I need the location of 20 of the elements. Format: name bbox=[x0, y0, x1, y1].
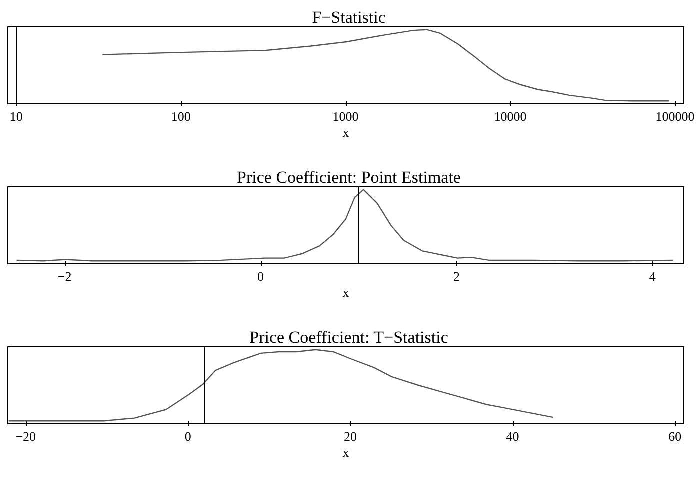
chart-title: Price Coefficient: T−Statistic bbox=[250, 328, 449, 347]
x-tick-label: 20 bbox=[344, 429, 357, 444]
x-tick-label: 10000 bbox=[494, 109, 527, 124]
x-tick-label: 1000 bbox=[332, 109, 359, 124]
x-tick-label: −20 bbox=[16, 429, 36, 444]
x-tick-label: 60 bbox=[668, 429, 682, 444]
chart-title: Price Coefficient: Point Estimate bbox=[237, 168, 461, 187]
x-axis-title: x bbox=[342, 125, 350, 140]
x-tick-label: 100000 bbox=[656, 109, 695, 124]
x-tick-label: 4 bbox=[649, 269, 656, 284]
x-tick-label: 0 bbox=[184, 429, 192, 444]
x-tick-label: 10 bbox=[10, 109, 23, 124]
x-tick-label: 0 bbox=[258, 269, 264, 284]
chart-title: F−Statistic bbox=[312, 8, 386, 27]
x-tick-label: 100 bbox=[171, 109, 191, 124]
x-axis-title: x bbox=[342, 445, 350, 460]
x-axis-title: x bbox=[342, 285, 350, 300]
x-tick-label: −2 bbox=[58, 269, 72, 284]
x-tick-label: 2 bbox=[453, 269, 460, 284]
x-tick-label: 40 bbox=[506, 429, 520, 444]
